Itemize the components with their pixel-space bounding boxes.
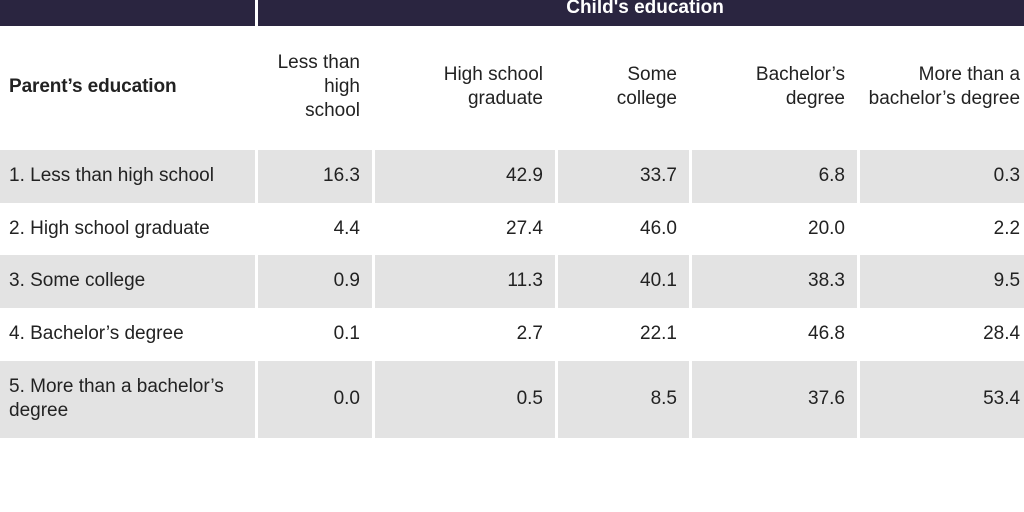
row-label: 3. Some college [0,255,255,309]
table-row: 1. Less than high school 16.3 42.9 33.7 … [0,150,1024,203]
spanning-header-row: Child's education [0,0,1024,26]
cell-value: 8.5 [558,360,689,439]
cell-value: 53.4 [860,360,1024,439]
cell-value: 0.3 [860,150,1024,203]
table-row: 2. High school graduate 4.4 27.4 46.0 20… [0,202,1024,256]
cell-value: 9.5 [860,255,1024,309]
table-head: Child's education Parent’s education Les… [0,0,1024,150]
cell-value: 2.7 [375,308,555,361]
cell-value: 0.1 [258,308,372,361]
cell-value: 2.2 [860,202,1024,256]
column-header-bachelors-degree: Bachelor’s degree [692,26,857,150]
cell-value: 28.4 [860,308,1024,361]
cell-value: 0.9 [258,255,372,309]
table-row: 4. Bachelor’s degree 0.1 2.7 22.1 46.8 2… [0,308,1024,361]
spanning-header-corner-cell [0,0,255,26]
cell-value: 46.8 [692,308,857,361]
cell-value: 46.0 [558,202,689,256]
column-header-some-college: Some college [558,26,689,150]
table-row: 3. Some college 0.9 11.3 40.1 38.3 9.5 [0,255,1024,309]
column-header-high-school-graduate: High school graduate [375,26,555,150]
cell-value: 11.3 [375,255,555,309]
column-header-row: Parent’s education Less than high school… [0,26,1024,150]
cell-value: 4.4 [258,202,372,256]
education-mobility-table: Child's education Parent’s education Les… [0,0,1024,439]
table-body: 1. Less than high school 16.3 42.9 33.7 … [0,150,1024,439]
cell-value: 37.6 [692,360,857,439]
cell-value: 22.1 [558,308,689,361]
cell-value: 0.5 [375,360,555,439]
row-label: 4. Bachelor’s degree [0,308,255,361]
column-header-more-than-a-bachelors-degree: More than a bachelor’s degree [860,26,1024,150]
column-header-less-than-high-school: Less than high school [258,26,372,150]
cell-value: 6.8 [692,150,857,203]
column-header-parents-education: Parent’s education [0,26,255,150]
cell-value: 20.0 [692,202,857,256]
cell-value: 38.3 [692,255,857,309]
table-row: 5. More than a bachelor’s degree 0.0 0.5… [0,360,1024,439]
row-label: 5. More than a bachelor’s degree [0,360,255,439]
spanning-header-childs-education: Child's education [258,0,1024,26]
cell-value: 33.7 [558,150,689,203]
cell-value: 27.4 [375,202,555,256]
cell-value: 16.3 [258,150,372,203]
row-label: 2. High school graduate [0,202,255,256]
cell-value: 40.1 [558,255,689,309]
row-label: 1. Less than high school [0,150,255,203]
cell-value: 42.9 [375,150,555,203]
cell-value: 0.0 [258,360,372,439]
